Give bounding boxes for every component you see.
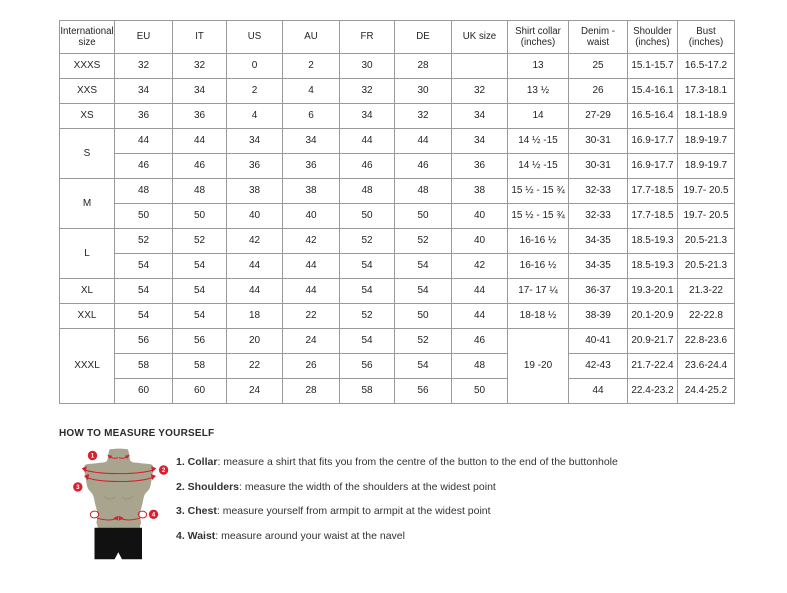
- svg-text:1: 1: [91, 453, 95, 460]
- svg-text:4: 4: [152, 512, 156, 519]
- svg-text:3: 3: [76, 484, 80, 491]
- svg-text:2: 2: [162, 467, 166, 474]
